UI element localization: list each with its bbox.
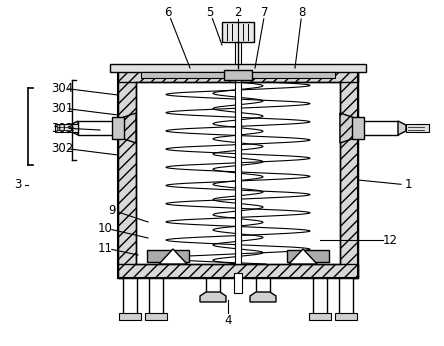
Text: 7: 7 xyxy=(261,6,269,18)
Bar xyxy=(145,313,167,320)
Bar xyxy=(352,117,364,139)
Text: 302: 302 xyxy=(51,142,73,155)
Polygon shape xyxy=(118,68,136,278)
Text: 303: 303 xyxy=(51,121,73,135)
Bar xyxy=(112,117,124,139)
Polygon shape xyxy=(118,113,136,143)
Bar xyxy=(147,250,189,262)
Polygon shape xyxy=(340,113,358,143)
Text: 301: 301 xyxy=(51,101,73,115)
Bar xyxy=(123,278,137,318)
Text: 10: 10 xyxy=(98,221,112,235)
Bar xyxy=(119,313,141,320)
Text: 3: 3 xyxy=(14,179,22,191)
Polygon shape xyxy=(118,264,358,278)
Text: 8: 8 xyxy=(298,6,305,18)
Bar xyxy=(406,124,429,132)
Bar xyxy=(339,278,353,318)
Polygon shape xyxy=(200,292,226,302)
Polygon shape xyxy=(250,292,276,302)
Text: 12: 12 xyxy=(382,234,397,246)
Text: 9: 9 xyxy=(108,203,116,217)
Polygon shape xyxy=(340,68,358,278)
Bar xyxy=(309,313,331,320)
Bar xyxy=(78,121,118,135)
Text: 5: 5 xyxy=(206,6,214,18)
Text: 6: 6 xyxy=(164,6,172,18)
Bar xyxy=(141,72,335,78)
Text: 304: 304 xyxy=(51,82,73,94)
Bar xyxy=(287,250,329,262)
Bar xyxy=(206,278,220,300)
Text: 1: 1 xyxy=(404,179,412,191)
Polygon shape xyxy=(289,249,317,264)
Text: 4: 4 xyxy=(224,313,232,327)
Bar xyxy=(110,64,366,72)
Polygon shape xyxy=(118,68,358,82)
Bar xyxy=(149,278,163,318)
Bar xyxy=(118,68,358,278)
Polygon shape xyxy=(70,121,78,135)
Polygon shape xyxy=(398,121,406,135)
Bar xyxy=(224,70,252,80)
Bar xyxy=(256,278,270,300)
Bar xyxy=(313,278,327,318)
Bar xyxy=(235,42,241,264)
Bar xyxy=(222,22,254,42)
Text: 2: 2 xyxy=(234,6,242,18)
Bar xyxy=(55,124,78,132)
Bar xyxy=(234,273,242,293)
Polygon shape xyxy=(159,249,187,264)
Bar xyxy=(335,313,357,320)
Text: 11: 11 xyxy=(98,242,112,255)
Bar xyxy=(358,121,398,135)
